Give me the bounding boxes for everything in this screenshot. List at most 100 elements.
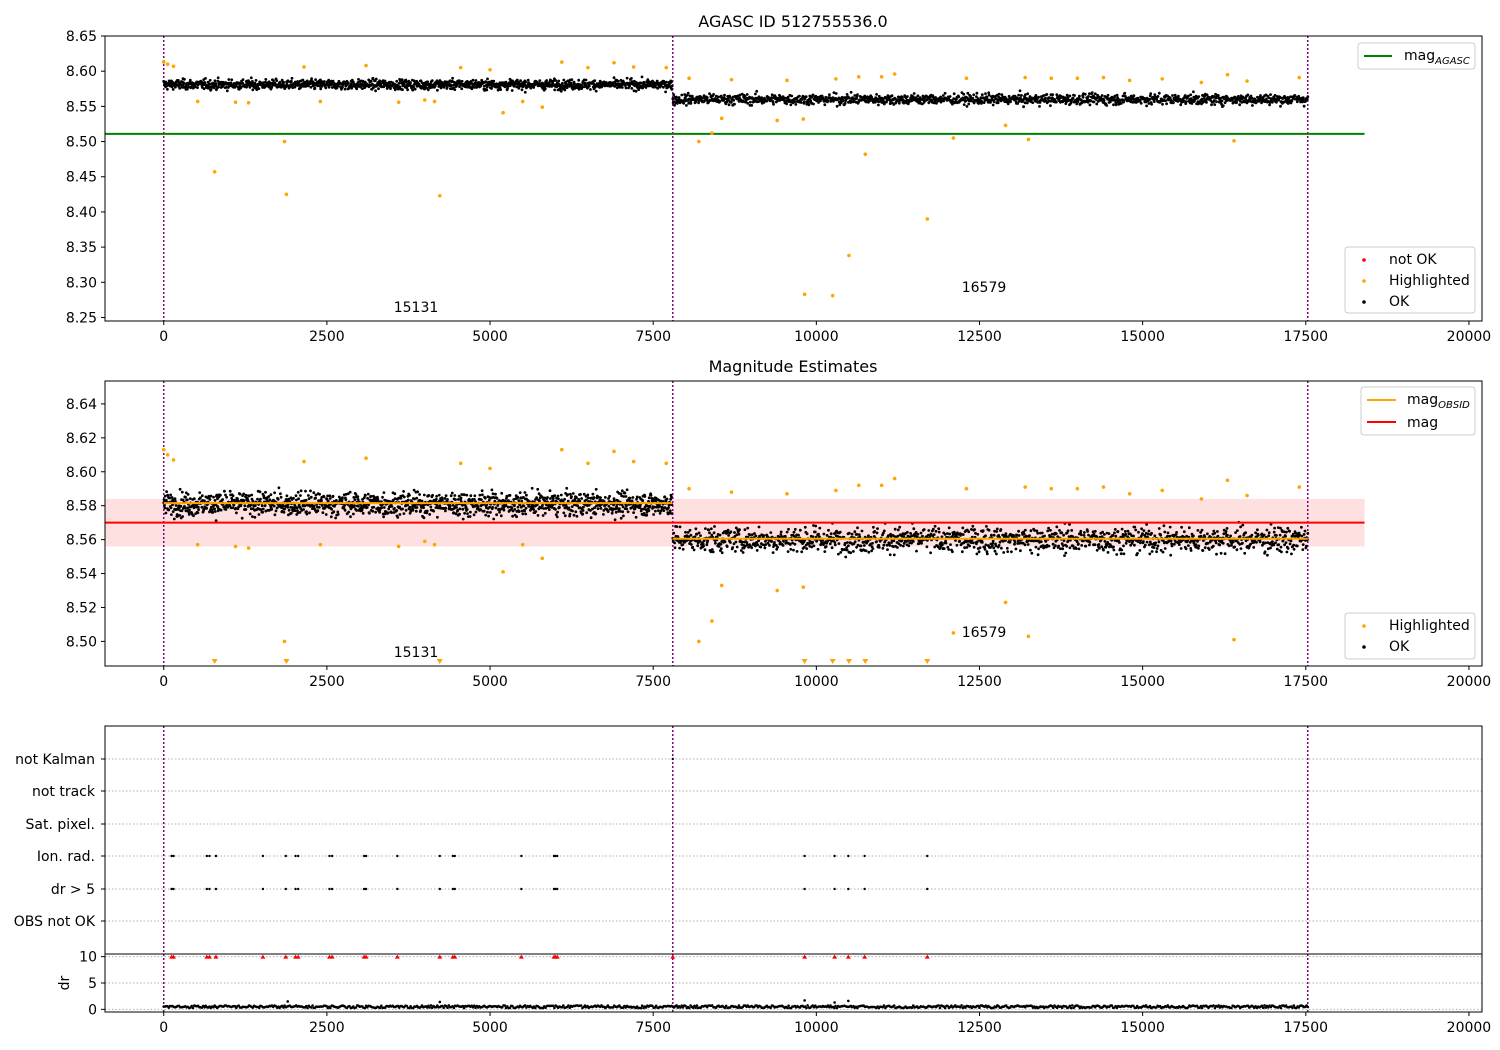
ok-point (352, 496, 356, 499)
ok-point (318, 492, 321, 496)
ok-point (591, 492, 595, 496)
ok-point (765, 99, 769, 103)
ok-point (737, 532, 741, 536)
ok-point (939, 95, 942, 99)
ok-point (877, 94, 881, 98)
ok-point (723, 540, 727, 544)
ok-point (241, 78, 245, 81)
ok-point (224, 493, 227, 497)
ok-point (866, 539, 870, 543)
ok-point (260, 504, 264, 508)
ok-point (1250, 96, 1254, 100)
ok-point (726, 528, 730, 532)
ok-point (970, 528, 973, 531)
ok-point (689, 533, 693, 537)
highlighted-point (233, 100, 238, 104)
ok-point (1020, 94, 1023, 97)
ok-point (569, 81, 573, 85)
ok-point (834, 92, 838, 95)
ok-point (413, 503, 417, 507)
ok-point (169, 506, 173, 510)
ok-point (811, 93, 815, 97)
ok-point (763, 546, 767, 550)
ok-point (429, 505, 433, 509)
ok-point (444, 506, 448, 510)
ok-point (305, 512, 309, 516)
ok-point (563, 497, 566, 501)
ok-point (766, 541, 770, 545)
highlighted-point (1199, 80, 1204, 85)
ok-point (304, 498, 308, 502)
ok-point (916, 532, 920, 536)
ok-point (830, 546, 834, 550)
ok-point (1152, 100, 1156, 103)
ok-point (997, 92, 1001, 96)
ok-point (549, 497, 552, 500)
ok-point (570, 495, 573, 499)
ok-point (680, 93, 684, 97)
ok-point (181, 498, 185, 502)
ok-point (496, 88, 500, 92)
highlighted-point (560, 60, 564, 64)
ok-point (203, 499, 206, 503)
ok-point (468, 498, 472, 502)
ok-point (632, 89, 636, 93)
ok-point (577, 78, 581, 82)
ok-point (911, 540, 915, 543)
ok-point (369, 79, 373, 83)
ok-point (380, 506, 384, 509)
highlighted-point (710, 131, 714, 135)
ok-point (888, 553, 892, 557)
ok-point (378, 510, 381, 514)
ok-point (734, 550, 737, 553)
ok-point (474, 510, 478, 514)
ok-point (523, 509, 526, 513)
ok-point (785, 530, 789, 534)
ok-point (1068, 94, 1072, 98)
ok-point (741, 99, 745, 103)
ok-point (180, 509, 184, 513)
ok-point (688, 94, 692, 98)
ok-point (619, 516, 623, 520)
ok-point (921, 102, 924, 106)
ok-point (1238, 103, 1242, 107)
ok-point (526, 78, 530, 82)
ok-point (510, 506, 514, 509)
ok-point (929, 551, 932, 555)
ok-point (241, 81, 245, 85)
ok-point (426, 88, 430, 92)
ok-point (273, 491, 276, 495)
ok-point (745, 543, 749, 547)
ok-point (847, 531, 851, 535)
ok-point (1189, 93, 1193, 97)
ok-point (805, 532, 809, 536)
ok-point (188, 497, 192, 500)
ok-point (694, 527, 698, 531)
ok-point (647, 500, 650, 503)
ok-point (562, 511, 566, 515)
ok-point (786, 550, 790, 553)
ok-point (1076, 99, 1080, 103)
ok-point (797, 533, 800, 537)
ok-point (186, 506, 190, 510)
ok-point (268, 498, 272, 502)
ok-point (978, 546, 982, 550)
ok-point (824, 545, 828, 548)
ok-point (892, 539, 896, 543)
highlighted-point (664, 65, 669, 70)
ok-point (982, 101, 986, 104)
ok-point (935, 101, 938, 105)
ok-point (963, 546, 966, 550)
ok-point (1138, 99, 1142, 102)
ok-point (281, 504, 285, 508)
ok-point (334, 499, 338, 502)
ok-point (1221, 104, 1225, 108)
ok-point (766, 535, 769, 539)
ok-point (917, 542, 921, 545)
ok-point (657, 498, 661, 502)
ok-point (360, 508, 364, 511)
ok-point (882, 543, 886, 547)
ok-point (729, 100, 733, 104)
ok-point (356, 495, 360, 498)
